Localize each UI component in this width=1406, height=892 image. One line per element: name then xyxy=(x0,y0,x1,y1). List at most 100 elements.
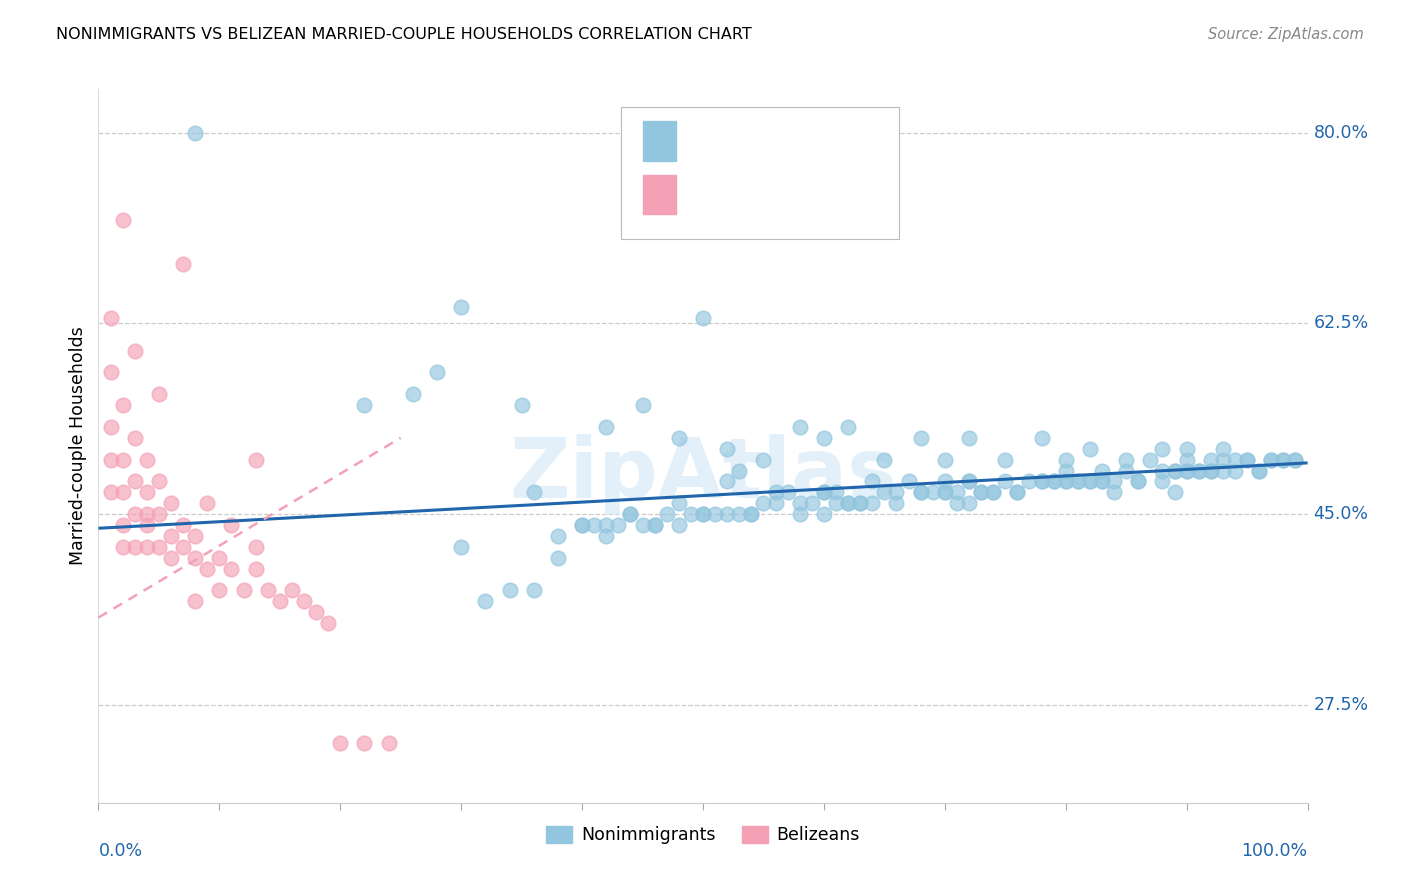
Point xyxy=(1284,452,1306,467)
Point xyxy=(1102,485,1125,500)
Point xyxy=(800,496,823,510)
Point xyxy=(305,605,328,619)
Point xyxy=(1199,463,1222,477)
Point xyxy=(1128,475,1150,489)
Point xyxy=(135,452,157,467)
Point xyxy=(860,496,883,510)
Point xyxy=(873,485,896,500)
Point xyxy=(849,496,872,510)
Text: R =: R = xyxy=(690,186,730,203)
Point xyxy=(135,507,157,521)
Point xyxy=(208,583,231,598)
Point xyxy=(716,507,738,521)
Text: 27.5%: 27.5% xyxy=(1313,696,1369,714)
Point xyxy=(1284,452,1306,467)
Point xyxy=(716,475,738,489)
Point xyxy=(1199,452,1222,467)
Point xyxy=(1067,475,1090,489)
Text: 80.0%: 80.0% xyxy=(1313,124,1369,142)
Point xyxy=(1091,475,1114,489)
Point xyxy=(825,485,848,500)
Point xyxy=(510,398,533,412)
Point xyxy=(886,496,908,510)
Point xyxy=(1272,452,1295,467)
Point xyxy=(124,540,146,554)
Point xyxy=(970,485,993,500)
Point xyxy=(1054,475,1077,489)
Point xyxy=(668,431,690,445)
Point xyxy=(221,561,243,575)
Point xyxy=(148,475,170,489)
Point xyxy=(1152,475,1174,489)
Point xyxy=(124,431,146,445)
Point xyxy=(1054,475,1077,489)
Point xyxy=(692,507,714,521)
Point xyxy=(571,518,593,533)
Point xyxy=(111,398,134,412)
Point xyxy=(1175,442,1198,456)
Text: 0.0%: 0.0% xyxy=(98,842,142,860)
Point xyxy=(1223,463,1246,477)
Point xyxy=(547,550,569,565)
Point xyxy=(789,420,811,434)
Text: NONIMMIGRANTS VS BELIZEAN MARRIED-COUPLE HOUSEHOLDS CORRELATION CHART: NONIMMIGRANTS VS BELIZEAN MARRIED-COUPLE… xyxy=(56,27,752,42)
Point xyxy=(547,529,569,543)
Point xyxy=(1199,463,1222,477)
Point xyxy=(1212,452,1234,467)
Text: Source: ZipAtlas.com: Source: ZipAtlas.com xyxy=(1208,27,1364,42)
Point xyxy=(957,496,980,510)
Point xyxy=(1223,452,1246,467)
Point xyxy=(679,507,702,521)
Point xyxy=(631,518,654,533)
Point xyxy=(1249,463,1271,477)
Point xyxy=(946,496,969,510)
Point xyxy=(1212,442,1234,456)
Point xyxy=(1212,463,1234,477)
Point xyxy=(1091,463,1114,477)
Point xyxy=(910,431,932,445)
Point xyxy=(813,507,835,521)
Point xyxy=(716,442,738,456)
Point xyxy=(1091,475,1114,489)
Point xyxy=(704,507,727,521)
Point xyxy=(111,540,134,554)
Point xyxy=(957,475,980,489)
Point xyxy=(813,485,835,500)
Point xyxy=(970,485,993,500)
Point xyxy=(124,343,146,358)
Point xyxy=(245,452,267,467)
Point xyxy=(148,387,170,401)
Point xyxy=(994,475,1017,489)
Point xyxy=(934,485,956,500)
Point xyxy=(934,475,956,489)
Point xyxy=(195,561,218,575)
Point xyxy=(1128,475,1150,489)
Point xyxy=(825,496,848,510)
Point xyxy=(631,398,654,412)
Point xyxy=(595,518,617,533)
Point xyxy=(910,485,932,500)
Point xyxy=(1260,452,1282,467)
Point xyxy=(1054,463,1077,477)
Point xyxy=(873,452,896,467)
Point xyxy=(886,485,908,500)
Point xyxy=(426,366,449,380)
Point xyxy=(1139,452,1161,467)
FancyBboxPatch shape xyxy=(621,107,898,239)
Point xyxy=(752,496,775,510)
Point xyxy=(981,485,1004,500)
Point xyxy=(256,583,278,598)
Point xyxy=(1260,452,1282,467)
Point xyxy=(221,518,243,533)
Point xyxy=(160,529,183,543)
Point xyxy=(607,518,630,533)
Point xyxy=(668,496,690,510)
Text: 45.0%: 45.0% xyxy=(1313,505,1368,523)
Point xyxy=(813,485,835,500)
Point xyxy=(523,485,546,500)
Point xyxy=(1007,485,1029,500)
FancyBboxPatch shape xyxy=(643,175,676,214)
Point xyxy=(353,736,375,750)
Point xyxy=(1007,485,1029,500)
Point xyxy=(1249,463,1271,477)
